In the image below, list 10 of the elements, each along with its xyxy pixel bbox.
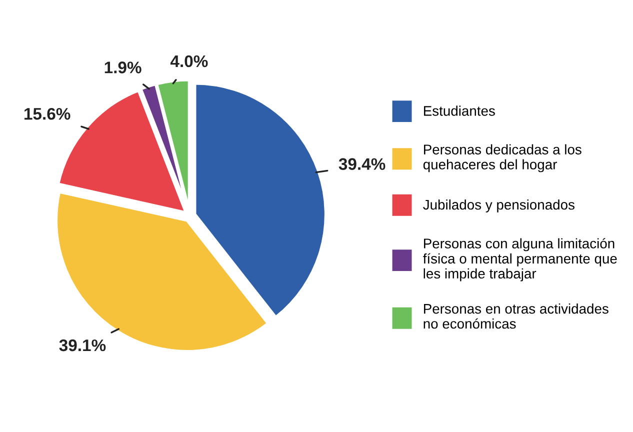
legend-label: Personas en otras actividades no económicas bbox=[424, 304, 608, 329]
legend-label: Estudiantes bbox=[424, 106, 495, 116]
data-label: 4.0% bbox=[170, 55, 208, 68]
legend-label: Personas con alguna limitación física o mental permanente que les impide trabajar bbox=[423, 238, 617, 282]
data-label: 15.6% bbox=[24, 108, 70, 120]
data-label: 39.4% bbox=[338, 158, 386, 170]
legend-label: Jubilados y pensionados bbox=[423, 199, 574, 212]
data-label: 39.1% bbox=[59, 339, 106, 352]
data-label: 1.9% bbox=[104, 62, 142, 74]
legend-label: Personas dedicadas a los quehaceres del hogar bbox=[423, 144, 582, 172]
